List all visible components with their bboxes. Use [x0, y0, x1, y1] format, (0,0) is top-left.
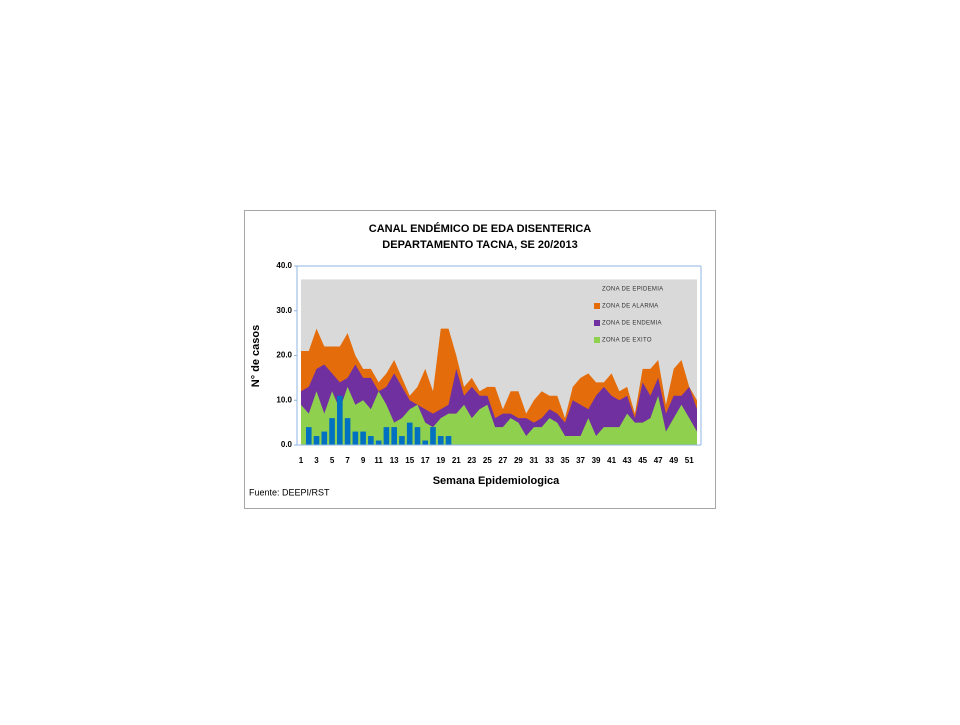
- bar: [422, 440, 429, 445]
- y-tick-label: 30.0: [276, 306, 292, 315]
- x-tick-label: 47: [654, 456, 663, 465]
- bar: [313, 436, 320, 445]
- legend-label: ZONA DE ENDEMIA: [602, 321, 662, 327]
- x-axis-label: Semana Epidemiologica: [433, 475, 560, 487]
- bar: [391, 427, 397, 445]
- bar: [352, 431, 359, 445]
- bar: [430, 427, 436, 445]
- x-tick-label: 13: [390, 456, 399, 465]
- x-tick-label: 25: [483, 456, 492, 465]
- area-series: [301, 386, 697, 445]
- bar: [445, 436, 452, 445]
- bar: [337, 395, 343, 445]
- bar: [344, 418, 351, 445]
- x-tick-label: 7: [345, 456, 350, 465]
- legend-label: ZONA DE ALARMA: [602, 304, 659, 310]
- bar: [437, 436, 444, 445]
- chart-title: CANAL ENDÉMICO DE EDA DISENTERICA: [369, 222, 592, 235]
- x-tick-label: 29: [514, 456, 523, 465]
- bar: [321, 431, 328, 445]
- legend-swatch: [594, 337, 600, 343]
- bar: [329, 418, 335, 445]
- legend-label: ZONA DE EXITO: [602, 338, 652, 344]
- x-tick-label: 45: [638, 456, 647, 465]
- x-tick-label: 31: [529, 456, 538, 465]
- x-tick-label: 9: [361, 456, 366, 465]
- x-tick-label: 43: [623, 456, 632, 465]
- bar: [399, 436, 405, 445]
- x-tick-label: 51: [685, 456, 694, 465]
- x-tick-label: 5: [330, 456, 335, 465]
- x-tick-label: 21: [452, 456, 461, 465]
- x-tick-label: 1: [299, 456, 304, 465]
- legend-label: ZONA DE EPIDEMIA: [602, 287, 663, 293]
- chart-subtitle: DEPARTAMENTO TACNA, SE 20/2013: [382, 239, 577, 251]
- x-tick-label: 49: [669, 456, 678, 465]
- x-tick-label: 35: [561, 456, 570, 465]
- bar: [414, 427, 421, 445]
- legend-swatch: [594, 320, 600, 326]
- bar: [406, 422, 413, 445]
- x-tick-label: 19: [436, 456, 445, 465]
- legend-swatch: [594, 303, 600, 309]
- plot: 0.010.020.030.040.01 3 5 7 9 11 13 15 17 19 21 23 25…: [276, 261, 702, 465]
- y-tick-label: 40.0: [276, 261, 292, 270]
- source-note: Fuente: DEEPI/RST: [249, 487, 330, 497]
- x-tick-label: 15: [405, 456, 414, 465]
- x-tick-label: 39: [592, 456, 601, 465]
- y-tick-label: 20.0: [276, 351, 292, 360]
- x-tick-label: 3: [314, 456, 319, 465]
- y-tick-label: 0.0: [281, 440, 293, 449]
- y-axis-label: N° de casos: [250, 325, 262, 387]
- x-tick-label: 27: [498, 456, 507, 465]
- x-tick-label: 37: [576, 456, 585, 465]
- x-tick-label: 11: [374, 456, 383, 465]
- bar: [305, 427, 312, 445]
- x-tick-label: 41: [607, 456, 616, 465]
- bar: [383, 427, 390, 445]
- bar: [360, 431, 366, 445]
- bar: [368, 436, 374, 445]
- bar: [375, 440, 382, 445]
- x-tick-label: 23: [467, 456, 476, 465]
- x-tick-label: 33: [545, 456, 554, 465]
- x-tick-label: 17: [421, 456, 430, 465]
- y-tick-label: 10.0: [276, 395, 292, 404]
